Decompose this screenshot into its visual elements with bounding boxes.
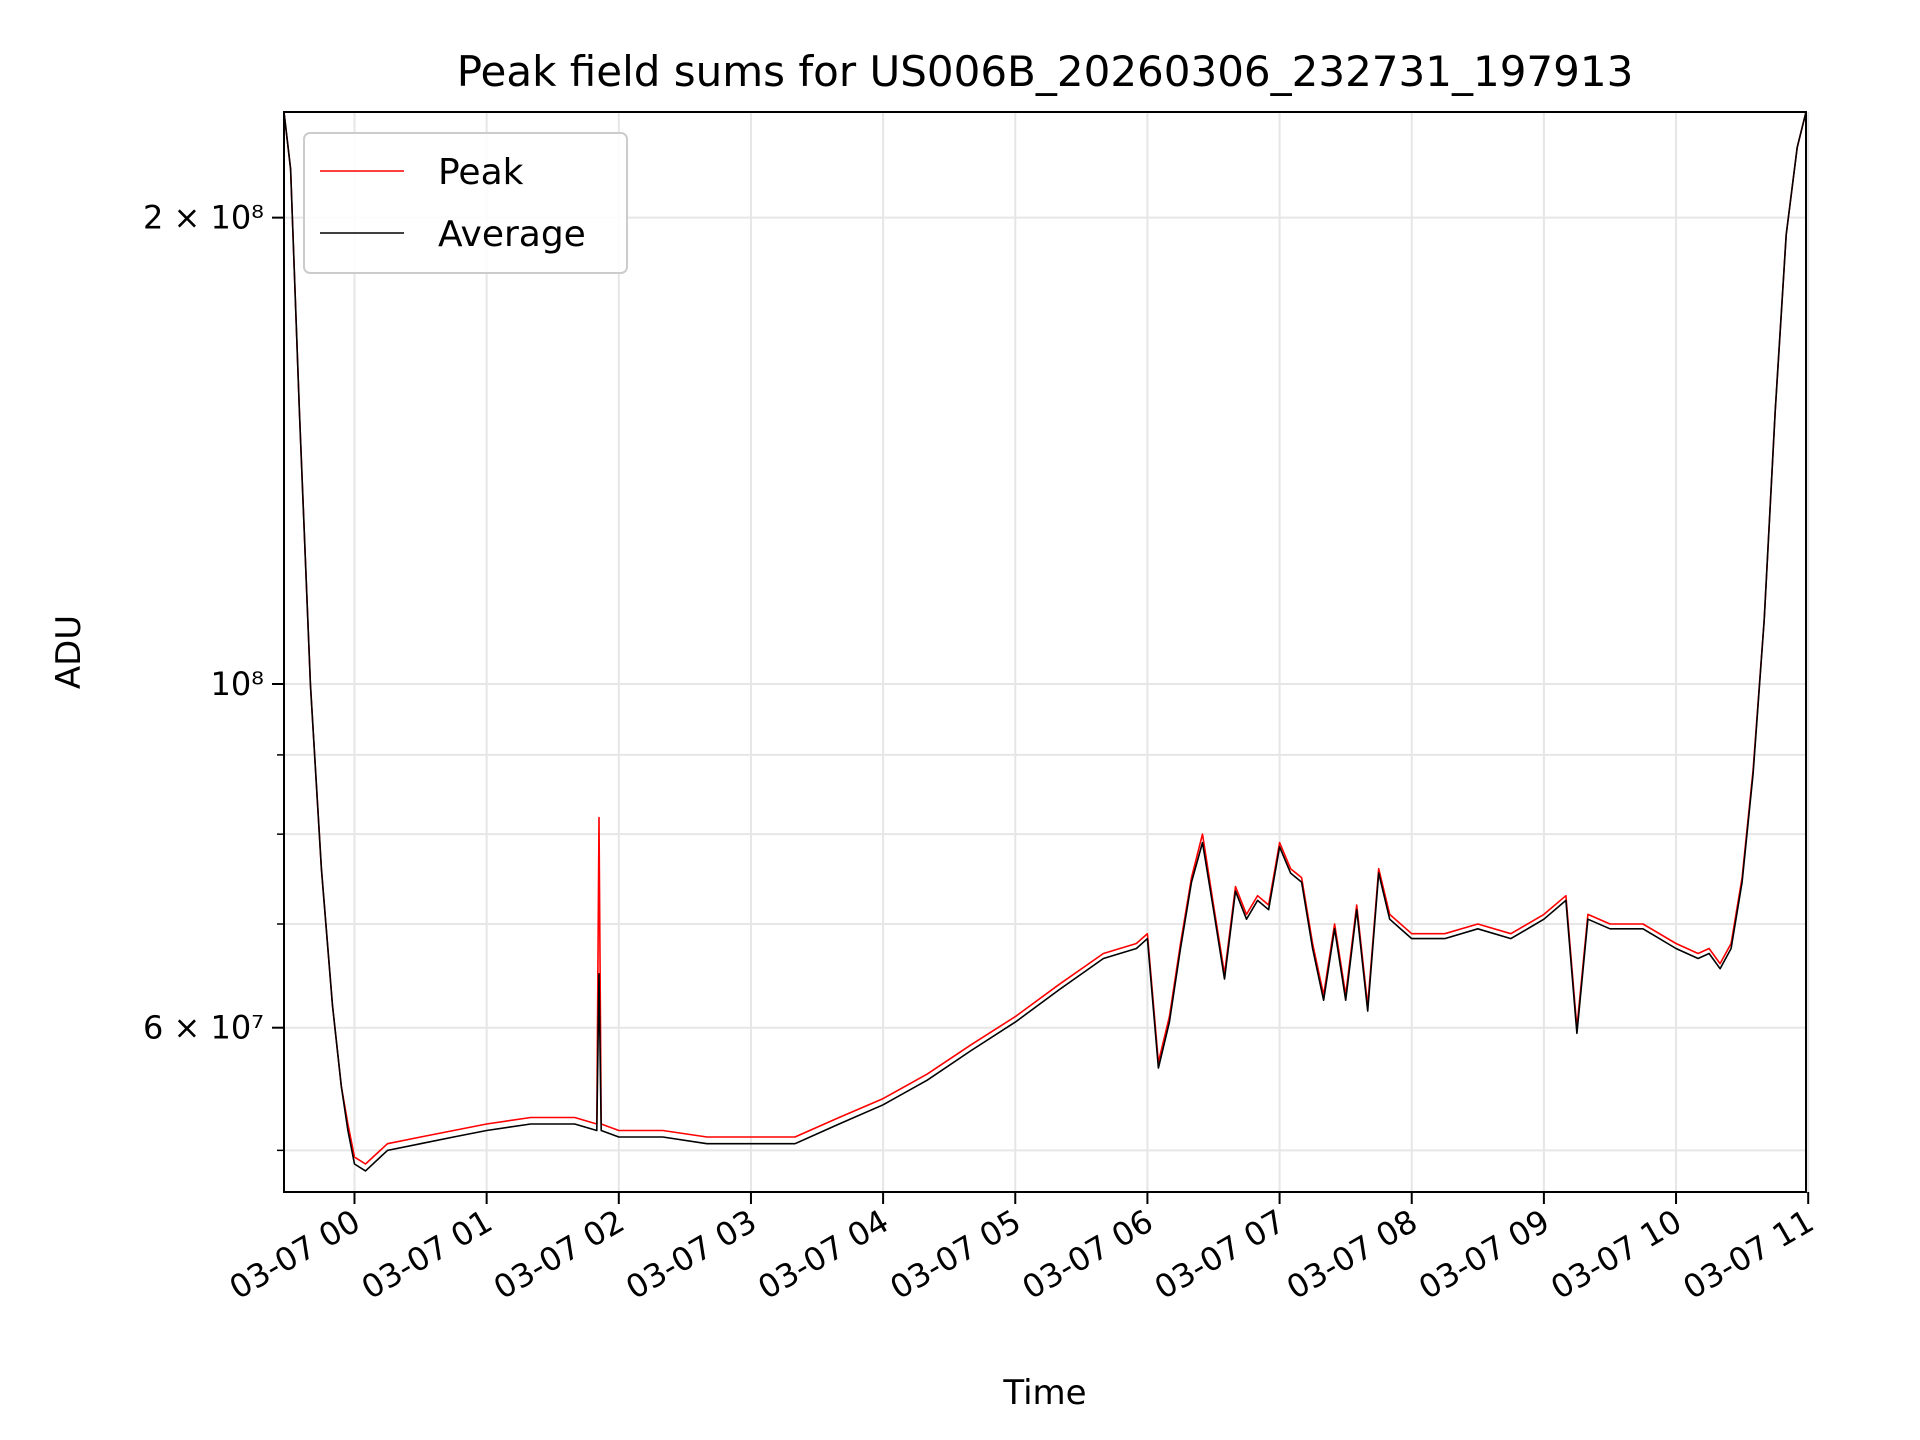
legend-label-peak: Peak	[438, 152, 524, 193]
y-tick-label: 2 × 10⁸	[143, 199, 264, 237]
chart-title: Peak field sums for US006B_20260306_2327…	[457, 47, 1634, 96]
legend-label-average: Average	[438, 214, 586, 255]
y-axis-title: ADU	[49, 615, 89, 689]
x-axis-title: Time	[1002, 1373, 1086, 1413]
legend-box	[303, 132, 628, 274]
y-axis: 2 × 10⁸ 10⁸ 6 × 10⁷	[143, 199, 284, 1152]
y-tick-label: 6 × 10⁷	[143, 1009, 264, 1047]
series-layer	[284, 112, 1806, 1172]
grid	[284, 112, 1810, 1192]
y-tick-label: 10⁸	[210, 665, 264, 703]
legend: Peak Average	[303, 132, 628, 274]
series-line-average	[284, 112, 1806, 1172]
plot-frame	[283, 111, 1807, 1193]
